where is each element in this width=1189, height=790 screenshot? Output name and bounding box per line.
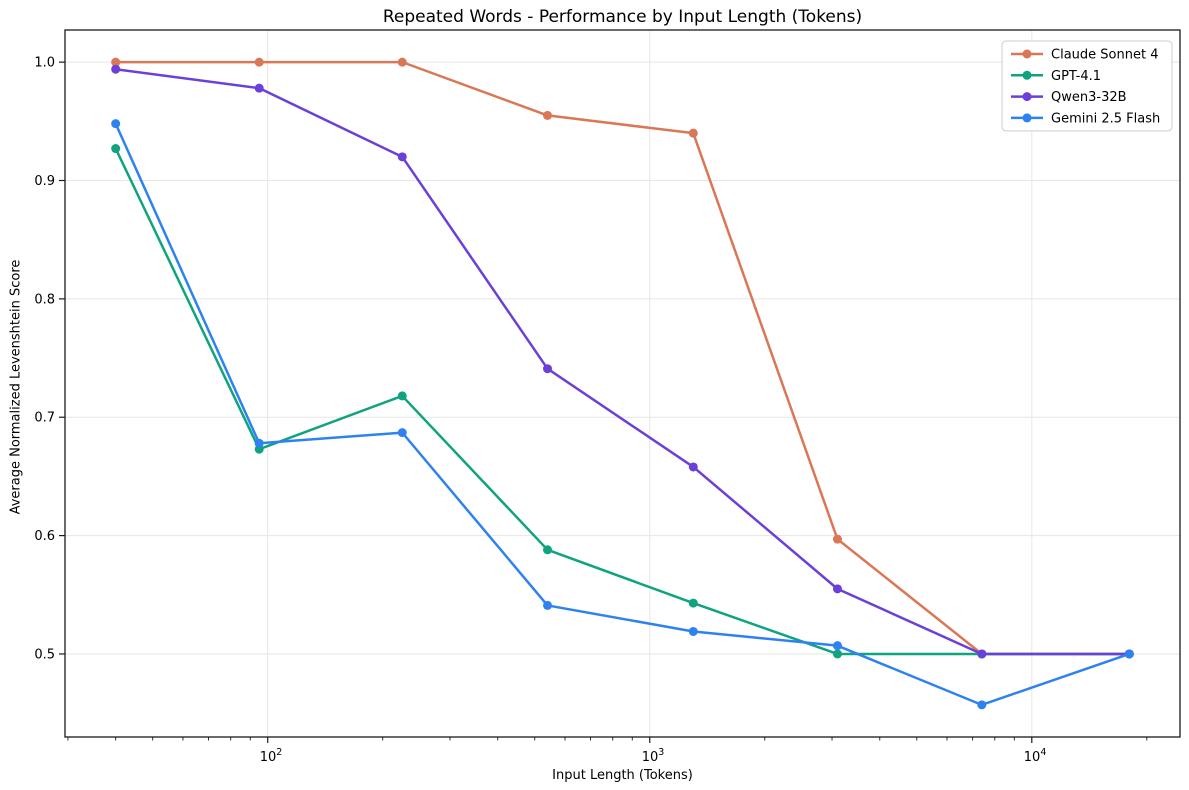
data-point xyxy=(397,152,407,162)
series-gemini-2-5-flash xyxy=(111,119,1134,710)
legend-item-gpt-4-1: GPT-4.1 xyxy=(1011,69,1101,84)
data-point xyxy=(254,83,264,93)
x-axis-label: Input Length (Tokens) xyxy=(552,768,693,783)
legend-label: Qwen3-32B xyxy=(1051,90,1127,105)
y-axis: 0.5 0.6 0.7 0.8 0.9 1.0 xyxy=(34,56,65,662)
data-point xyxy=(688,462,698,472)
legend-marker xyxy=(1022,92,1032,102)
data-point xyxy=(543,364,553,374)
y-tick-label: 0.9 xyxy=(34,174,55,189)
legend-marker xyxy=(1022,113,1032,123)
x-tick-label: 102 xyxy=(260,747,283,765)
grid xyxy=(65,30,1180,737)
data-point xyxy=(832,641,842,651)
legend-marker xyxy=(1022,70,1032,80)
plot-border xyxy=(64,29,1181,738)
chart-title: Repeated Words - Performance by Input Le… xyxy=(382,7,863,27)
legend-item-claude-sonnet-4: Claude Sonnet 4 xyxy=(1011,48,1158,63)
data-point xyxy=(254,57,264,67)
legend-label: Gemini 2.5 Flash xyxy=(1051,111,1160,126)
x-tick-label: 103 xyxy=(642,747,665,765)
data-point xyxy=(832,584,842,594)
legend-marker xyxy=(1022,49,1032,59)
y-tick-label: 0.6 xyxy=(34,529,55,544)
data-point xyxy=(254,438,264,448)
data-point xyxy=(688,626,698,636)
data-point xyxy=(397,57,407,67)
legend-item-qwen3-32b: Qwen3-32B xyxy=(1011,90,1127,105)
data-point xyxy=(688,598,698,608)
data-point xyxy=(543,545,553,555)
data-point xyxy=(111,57,121,67)
y-tick-label: 0.7 xyxy=(34,411,55,426)
data-point xyxy=(832,534,842,544)
y-tick-label: 0.5 xyxy=(34,647,55,662)
data-point xyxy=(832,649,842,659)
data-point xyxy=(543,110,553,120)
data-point xyxy=(111,144,121,154)
x-axis: 102 103 104 xyxy=(67,737,1148,765)
data-point xyxy=(397,391,407,401)
y-tick-label: 1.0 xyxy=(34,56,55,71)
data-point xyxy=(397,428,407,438)
legend-label: GPT-4.1 xyxy=(1051,69,1101,84)
data-point xyxy=(977,700,987,710)
legend: Claude Sonnet 4 GPT-4.1 Qwen3-32B Gemini 2.… xyxy=(1001,40,1173,132)
data-point xyxy=(111,119,121,129)
data-point xyxy=(111,64,121,74)
legend-label: Claude Sonnet 4 xyxy=(1051,48,1158,63)
data-point xyxy=(977,649,987,659)
legend-item-gemini-2-5-flash: Gemini 2.5 Flash xyxy=(1011,111,1160,126)
data-point xyxy=(688,128,698,138)
data-point xyxy=(1124,649,1134,659)
y-tick-label: 0.8 xyxy=(34,292,55,307)
x-tick-label: 104 xyxy=(1024,747,1047,765)
data-point xyxy=(543,600,553,610)
